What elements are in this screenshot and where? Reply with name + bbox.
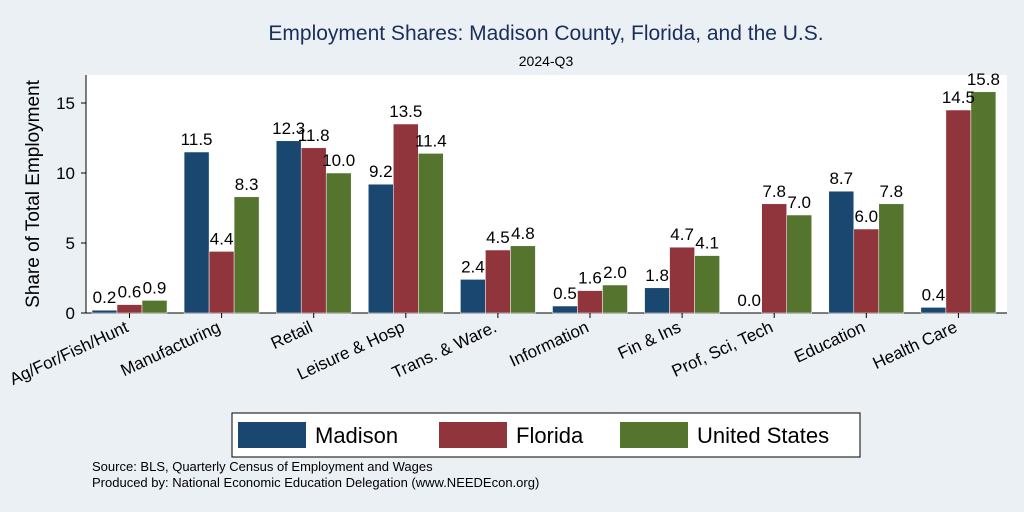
bar-united-states-prof-sci-tech [786, 214, 812, 314]
bar-united-states-ag-for-fish-hunt [141, 300, 168, 314]
data-label: 4.1 [695, 234, 719, 253]
bar-madison-trans-ware [460, 279, 486, 314]
legend-label-united-states: United States [697, 423, 829, 448]
data-label: 7.8 [762, 182, 786, 201]
data-label: 13.5 [389, 102, 422, 121]
legend-swatch-madison [238, 422, 306, 448]
chart-notes: Source: BLS, Quarterly Census of Employm… [92, 459, 539, 491]
legend-box [231, 412, 861, 458]
bar-madison-education [828, 190, 855, 314]
x-tick-label: Health Care [870, 317, 960, 373]
x-tick-label: Information [507, 317, 592, 370]
data-label: 8.3 [235, 175, 259, 194]
bar-madison-leisure-hosp [368, 183, 394, 314]
bar-florida-health-care [945, 109, 972, 314]
bar-florida-fin-ins [669, 246, 695, 314]
bar-florida-manufacturing [208, 251, 235, 314]
y-tick-label: 10 [56, 164, 75, 183]
data-label: 11.8 [298, 126, 330, 145]
y-tick-label: 15 [56, 94, 75, 113]
bar-united-states-information [602, 284, 628, 314]
legend-swatch-united-states [620, 422, 688, 448]
data-label: 2.4 [461, 257, 485, 276]
bar-madison-retail [275, 140, 302, 314]
data-label: 0.0 [737, 291, 761, 310]
bar-florida-retail [300, 147, 327, 314]
bar-florida-education [853, 228, 880, 314]
legend: Madison Florida United States [231, 412, 861, 458]
chart-title: Employment Shares: Madison County, Flori… [268, 22, 823, 45]
bar-united-states-trans-ware [510, 245, 536, 314]
bar-florida-information [577, 290, 603, 314]
bar-united-states-leisure-hosp [418, 153, 444, 314]
data-label: 1.8 [645, 266, 669, 285]
data-label: 4.4 [210, 229, 234, 248]
bar-madison-health-care [920, 307, 947, 314]
data-label: 15.8 [967, 70, 1000, 89]
bar-florida-ag-for-fish-hunt [116, 304, 143, 314]
bar-united-states-fin-ins [694, 255, 720, 314]
y-tick-label: 5 [66, 234, 75, 253]
data-label: 14.5 [942, 88, 975, 107]
data-label: 9.2 [369, 162, 393, 181]
x-tick-label: Prof, Sci, Tech [669, 317, 776, 380]
data-label: 11.5 [181, 130, 213, 149]
bar-florida-leisure-hosp [393, 123, 419, 314]
data-label: 1.6 [578, 269, 602, 288]
bar-florida-prof-sci-tech [761, 203, 787, 314]
data-label: 10.0 [322, 151, 355, 170]
source-note: Source: BLS, Quarterly Census of Employm… [92, 459, 433, 474]
x-tick-label: Retail [268, 317, 315, 353]
y-tick-label: 0 [66, 304, 75, 323]
bar-united-states-health-care [970, 91, 997, 314]
data-label: 4.5 [486, 228, 510, 247]
data-label: 4.7 [670, 225, 694, 244]
data-label: 7.0 [787, 193, 811, 212]
bar-madison-manufacturing [183, 151, 210, 314]
bar-united-states-manufacturing [233, 196, 260, 314]
data-label: 6.0 [854, 207, 878, 226]
data-label: 0.2 [93, 288, 117, 307]
data-label: 2.0 [603, 263, 627, 282]
legend-label-madison: Madison [315, 423, 398, 448]
data-label: 0.4 [922, 285, 946, 304]
x-tick-label: Education [791, 317, 868, 366]
bar-madison-information [552, 305, 578, 314]
legend-swatch-florida [439, 422, 507, 448]
data-label: 0.9 [143, 278, 167, 297]
data-label: 0.5 [553, 284, 577, 303]
bar-united-states-retail [325, 172, 352, 314]
bar-united-states-education [878, 203, 905, 314]
chart-subtitle: 2024-Q3 [519, 53, 574, 69]
x-tick-label: Ag/For/Fish/Hunt [7, 317, 132, 389]
bar-madison-ag-for-fish-hunt [91, 309, 118, 314]
bar-florida-trans-ware [485, 249, 511, 314]
legend-label-florida: Florida [516, 423, 584, 448]
data-label: 8.7 [829, 169, 853, 188]
data-label: 7.8 [879, 182, 903, 201]
data-label: 11.4 [415, 131, 447, 150]
data-label: 12.3 [272, 119, 305, 138]
y-axis-label: Share of Total Employment [23, 79, 44, 307]
produced-by-note: Produced by: National Economic Education… [92, 475, 540, 490]
x-tick-label: Trans. & Ware. [389, 317, 499, 382]
bar-madison-fin-ins [644, 287, 670, 314]
x-tick-label: Fin & Ins [615, 317, 684, 363]
data-label: 0.6 [118, 283, 142, 302]
x-tick-label: Manufacturing [118, 317, 224, 380]
data-label: 4.8 [511, 224, 535, 243]
